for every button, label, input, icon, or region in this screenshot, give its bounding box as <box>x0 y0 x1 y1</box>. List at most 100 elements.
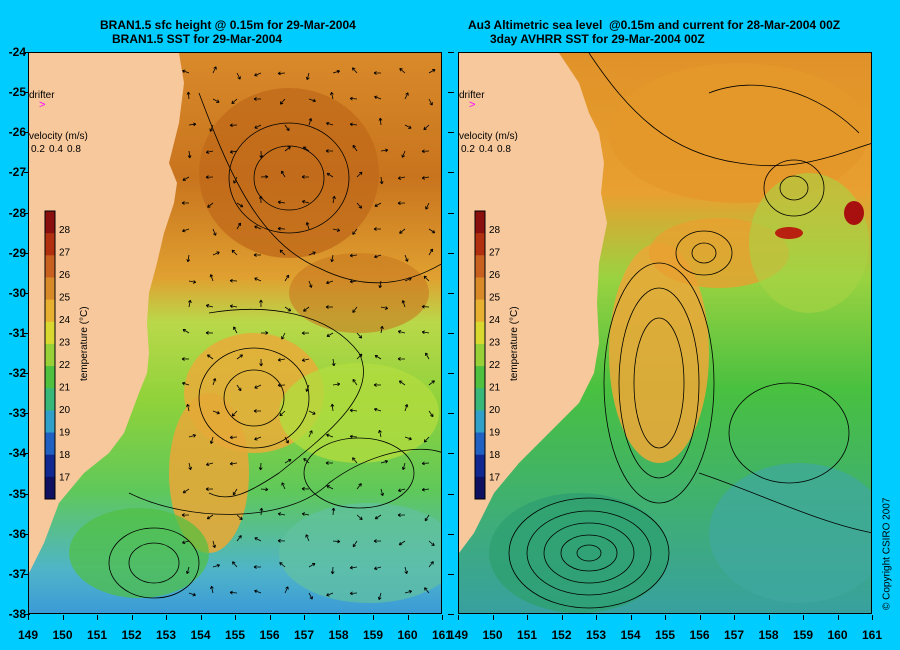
colorbar-swatch <box>45 322 55 345</box>
colorbar-tick-label: 19 <box>489 428 501 439</box>
right-map-panel: drifter > velocity (m/s) 0.2 0.4 0.8 28 2… <box>458 52 872 614</box>
colorbar-swatch <box>475 255 485 278</box>
colorbar-swatch <box>475 344 485 367</box>
left-velocity-scale-0: 0.2 <box>31 144 45 155</box>
colorbar-tick-label: 26 <box>489 270 501 281</box>
longitude-label: 155 <box>223 628 247 642</box>
latitude-label: -36 <box>0 527 26 541</box>
right-velocity-scale-1: 0.4 <box>479 144 493 155</box>
colorbar-tick-label: 27 <box>59 248 71 259</box>
longitude-tick <box>28 615 29 620</box>
colorbar-tick-label: 26 <box>59 270 71 281</box>
latitude-label: -35 <box>0 487 26 501</box>
longitude-label: 158 <box>757 628 781 642</box>
colorbar-swatch <box>475 277 485 300</box>
longitude-label: 153 <box>584 628 608 642</box>
colorbar-swatch <box>475 300 485 323</box>
longitude-label: 151 <box>85 628 109 642</box>
longitude-tick <box>373 615 374 620</box>
longitude-tick <box>166 615 167 620</box>
longitude-label: 156 <box>688 628 712 642</box>
longitude-label: 159 <box>361 628 385 642</box>
colorbar-tick-label: 20 <box>489 405 501 416</box>
colorbar-swatch <box>45 300 55 323</box>
colorbar-swatch <box>45 277 55 300</box>
longitude-label: 149 <box>16 628 40 642</box>
copyright-text: © Copyright CSIRO 2007 <box>881 498 892 610</box>
longitude-tick <box>304 615 305 620</box>
longitude-tick <box>769 615 770 620</box>
longitude-tick <box>803 615 804 620</box>
colorbar-tick-label: 17 <box>489 473 501 484</box>
longitude-tick <box>665 615 666 620</box>
colorbar-tick-label: 28 <box>489 225 501 236</box>
right-velocity-scale-2: 0.8 <box>497 144 511 155</box>
longitude-label: 154 <box>619 628 643 642</box>
latitude-label: -38 <box>0 607 26 621</box>
right-velocity-scale-0: 0.2 <box>461 144 475 155</box>
latitude-tick <box>448 92 454 93</box>
latitude-tick <box>448 213 454 214</box>
colorbar-tick-label: 19 <box>59 428 71 439</box>
latitude-label: -28 <box>0 206 26 220</box>
latitude-tick <box>448 293 454 294</box>
latitude-tick <box>448 453 454 454</box>
colorbar-swatch <box>45 410 55 433</box>
latitude-label: -26 <box>0 125 26 139</box>
colorbar-swatch <box>475 366 485 389</box>
latitude-label: -25 <box>0 85 26 99</box>
left-title-line2: BRAN1.5 SST for 29-Mar-2004 <box>112 32 282 46</box>
longitude-tick <box>700 615 701 620</box>
colorbar-tick-label: 17 <box>59 473 71 484</box>
latitude-tick <box>448 253 454 254</box>
longitude-tick <box>596 615 597 620</box>
colorbar-swatch <box>475 433 485 456</box>
longitude-label: 150 <box>481 628 505 642</box>
colorbar-tick-label: 23 <box>489 338 501 349</box>
longitude-tick <box>97 615 98 620</box>
longitude-tick <box>493 615 494 620</box>
longitude-label: 157 <box>292 628 316 642</box>
colorbar-axis-label: temperature (°C) <box>509 306 520 381</box>
longitude-label: 160 <box>396 628 420 642</box>
longitude-tick <box>458 615 459 620</box>
colorbar-swatch <box>45 388 55 411</box>
latitude-label: -29 <box>0 246 26 260</box>
longitude-label: 154 <box>189 628 213 642</box>
longitude-tick <box>63 615 64 620</box>
longitude-tick <box>270 615 271 620</box>
right-title-line1: Au3 Altimetric sea level @0.15m and curr… <box>468 18 840 32</box>
longitude-tick <box>201 615 202 620</box>
right-title-line2: 3day AVHRR SST for 29-Mar-2004 00Z <box>490 32 705 46</box>
colorbar-tick-label: 18 <box>489 450 501 461</box>
colorbar-tick-label: 25 <box>489 293 501 304</box>
colorbar-swatch <box>475 388 485 411</box>
latitude-tick <box>448 172 454 173</box>
colorbar-swatch <box>45 211 55 234</box>
longitude-label: 155 <box>653 628 677 642</box>
colorbar-tick-label: 27 <box>489 248 501 259</box>
longitude-label: 156 <box>258 628 282 642</box>
colorbar-swatch <box>45 433 55 456</box>
latitude-tick <box>448 534 454 535</box>
longitude-label: 152 <box>120 628 144 642</box>
longitude-tick <box>442 615 443 620</box>
right-velocity-label: velocity (m/s) <box>459 131 518 142</box>
colorbar-swatch <box>45 366 55 389</box>
longitude-tick <box>838 615 839 620</box>
colorbar-tick-label: 22 <box>59 360 71 371</box>
latitude-tick <box>448 413 454 414</box>
longitude-label: 149 <box>446 628 470 642</box>
left-velocity-scale-2: 0.8 <box>67 144 81 155</box>
latitude-label: -37 <box>0 567 26 581</box>
colorbar-swatch <box>45 477 55 500</box>
colorbar-tick-label: 28 <box>59 225 71 236</box>
left-velocity-label: velocity (m/s) <box>29 131 88 142</box>
latitude-tick <box>448 494 454 495</box>
latitude-label: -31 <box>0 326 26 340</box>
colorbar-tick-label: 24 <box>59 315 71 326</box>
colorbar-swatch <box>475 233 485 256</box>
colorbar-tick-label: 22 <box>489 360 501 371</box>
longitude-label: 158 <box>327 628 351 642</box>
longitude-label: 160 <box>826 628 850 642</box>
